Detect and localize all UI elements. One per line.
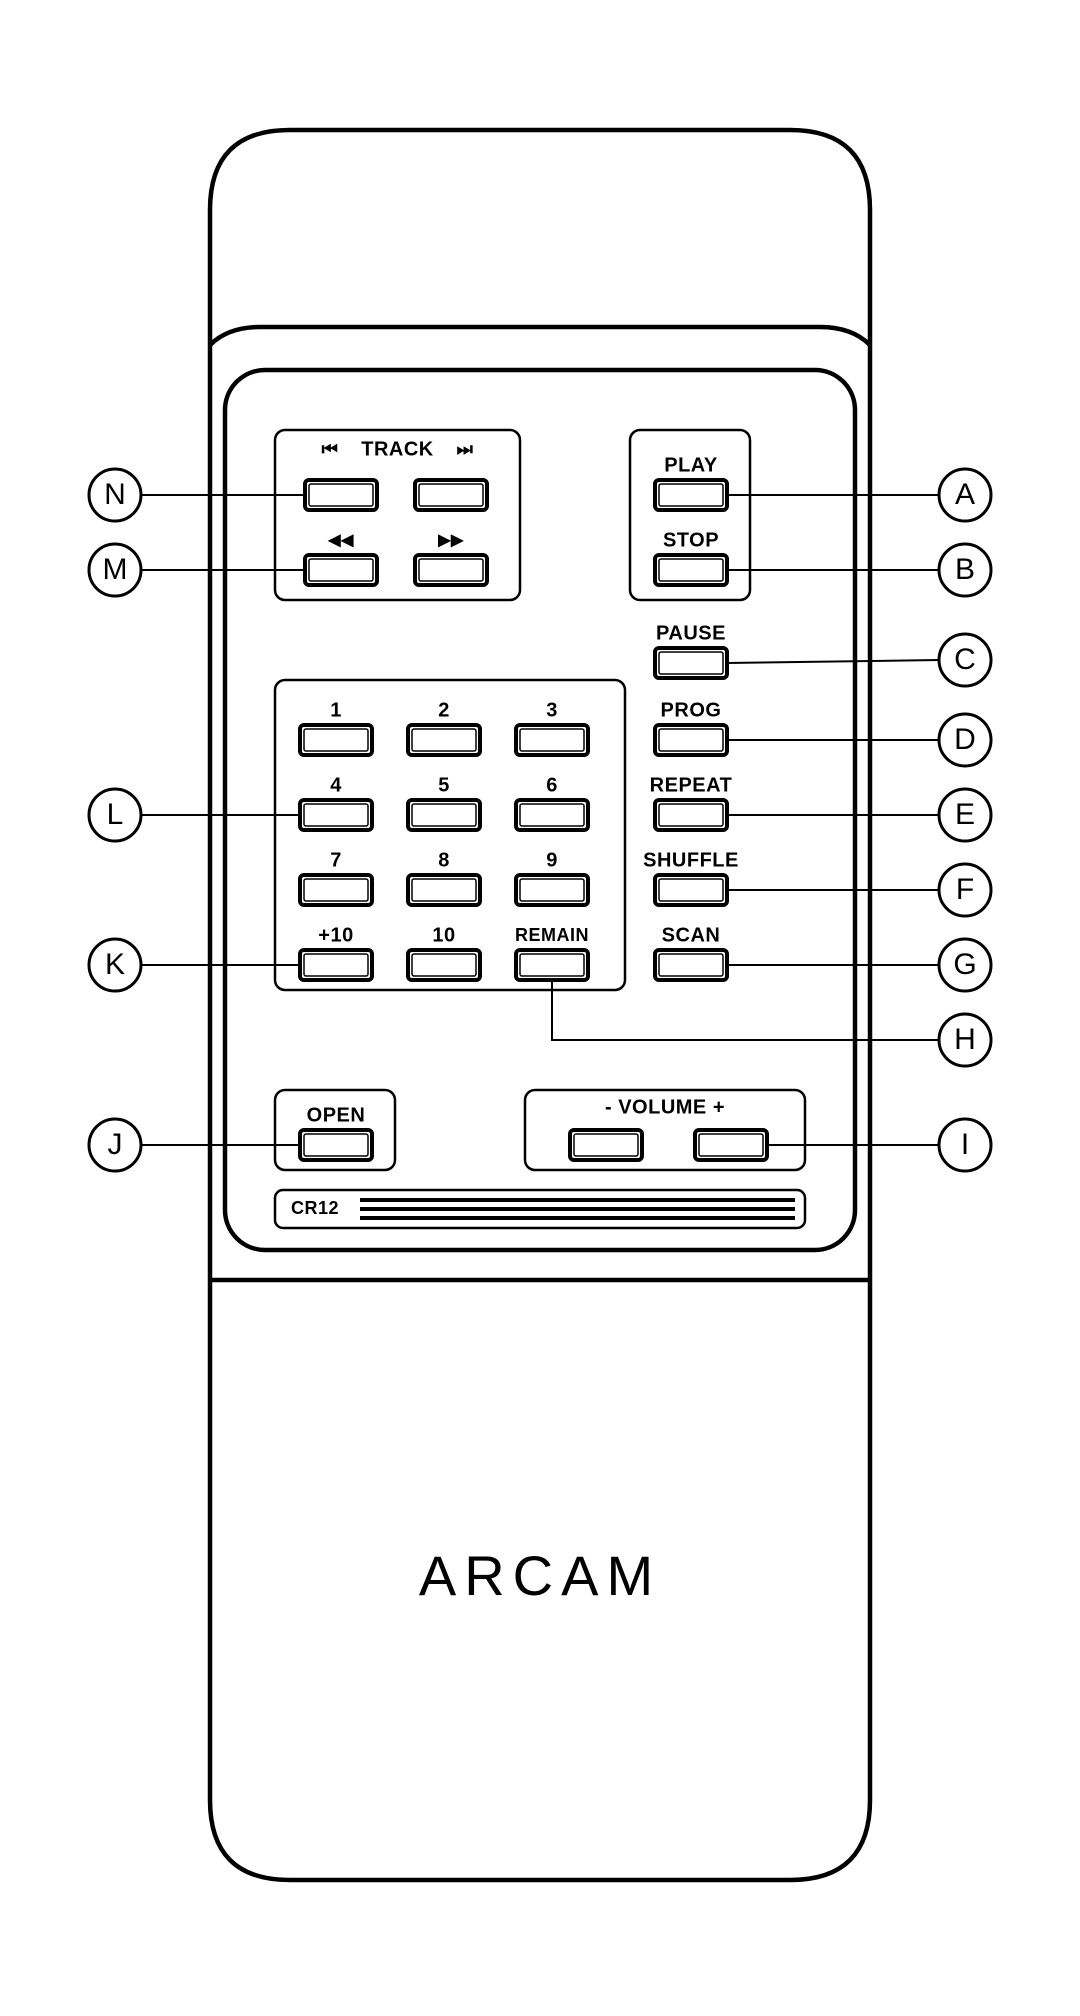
- open-button[interactable]: [300, 1130, 372, 1160]
- scan-label: SCAN: [662, 924, 721, 946]
- stop-label: STOP: [663, 529, 719, 551]
- remain-label: REMAIN: [515, 925, 589, 945]
- track-header: TRACK: [361, 438, 434, 460]
- shuffle-button[interactable]: [655, 875, 727, 905]
- plus10-label: +10: [318, 924, 353, 946]
- prog-label: PROG: [661, 699, 722, 721]
- volume-down-button[interactable]: [570, 1130, 642, 1160]
- num-1-label: 1: [330, 699, 342, 721]
- callout-A-letter: A: [955, 478, 975, 511]
- track-next-button[interactable]: [415, 480, 487, 510]
- num-8-label: 8: [438, 849, 450, 871]
- pause-button[interactable]: [655, 648, 727, 678]
- num-5-label: 5: [438, 774, 450, 796]
- model-label: CR12: [291, 1198, 339, 1218]
- brand-label: ARCAM: [419, 1544, 661, 1607]
- track-prev-button[interactable]: [305, 480, 377, 510]
- track-prev-icon: ⏮: [322, 439, 339, 459]
- rewind-button[interactable]: [305, 555, 377, 585]
- callout-K-letter: K: [105, 948, 125, 981]
- callout-E-letter: E: [955, 798, 975, 831]
- stop-button[interactable]: [655, 555, 727, 585]
- prog-button[interactable]: [655, 725, 727, 755]
- rewind-icon: ◀◀: [327, 532, 354, 549]
- volume-up-button[interactable]: [695, 1130, 767, 1160]
- callout-D-letter: D: [954, 723, 976, 756]
- num-9-button[interactable]: [516, 875, 588, 905]
- callout-G-letter: G: [953, 948, 976, 981]
- callout-F-letter: F: [956, 873, 974, 906]
- num-7-button[interactable]: [300, 875, 372, 905]
- repeat-label: REPEAT: [650, 774, 733, 796]
- num-5-button[interactable]: [408, 800, 480, 830]
- callout-J-letter: J: [108, 1128, 123, 1161]
- num-2-label: 2: [438, 699, 450, 721]
- num-1-button[interactable]: [300, 725, 372, 755]
- remain-button[interactable]: [516, 950, 588, 980]
- num-10-label: 10: [432, 924, 455, 946]
- num-3-button[interactable]: [516, 725, 588, 755]
- open-label: OPEN: [307, 1104, 366, 1126]
- play-label: PLAY: [664, 454, 718, 476]
- callout-M-letter: M: [103, 553, 128, 586]
- ffwd-icon: ▶▶: [437, 532, 464, 549]
- num-6-label: 6: [546, 774, 558, 796]
- num-10-button[interactable]: [408, 950, 480, 980]
- callout-L-letter: L: [107, 798, 124, 831]
- volume-label: - VOLUME +: [605, 1096, 725, 1118]
- num-4-button[interactable]: [300, 800, 372, 830]
- play-button[interactable]: [655, 480, 727, 510]
- shuffle-label: SHUFFLE: [643, 849, 739, 871]
- scan-button[interactable]: [655, 950, 727, 980]
- repeat-button[interactable]: [655, 800, 727, 830]
- callout-B-letter: B: [955, 553, 975, 586]
- num-7-label: 7: [330, 849, 342, 871]
- pause-label: PAUSE: [656, 622, 726, 644]
- num-4-label: 4: [330, 774, 342, 796]
- num-2-button[interactable]: [408, 725, 480, 755]
- num-9-label: 9: [546, 849, 558, 871]
- track-next-icon: ⏭: [457, 439, 474, 459]
- num-6-button[interactable]: [516, 800, 588, 830]
- num-3-label: 3: [546, 699, 558, 721]
- plus10-button[interactable]: [300, 950, 372, 980]
- callout-H-letter: H: [954, 1023, 976, 1056]
- callout-N-letter: N: [104, 478, 126, 511]
- callout-C-letter: C: [954, 643, 976, 676]
- num-8-button[interactable]: [408, 875, 480, 905]
- callout-I-letter: I: [961, 1128, 969, 1161]
- ffwd-button[interactable]: [415, 555, 487, 585]
